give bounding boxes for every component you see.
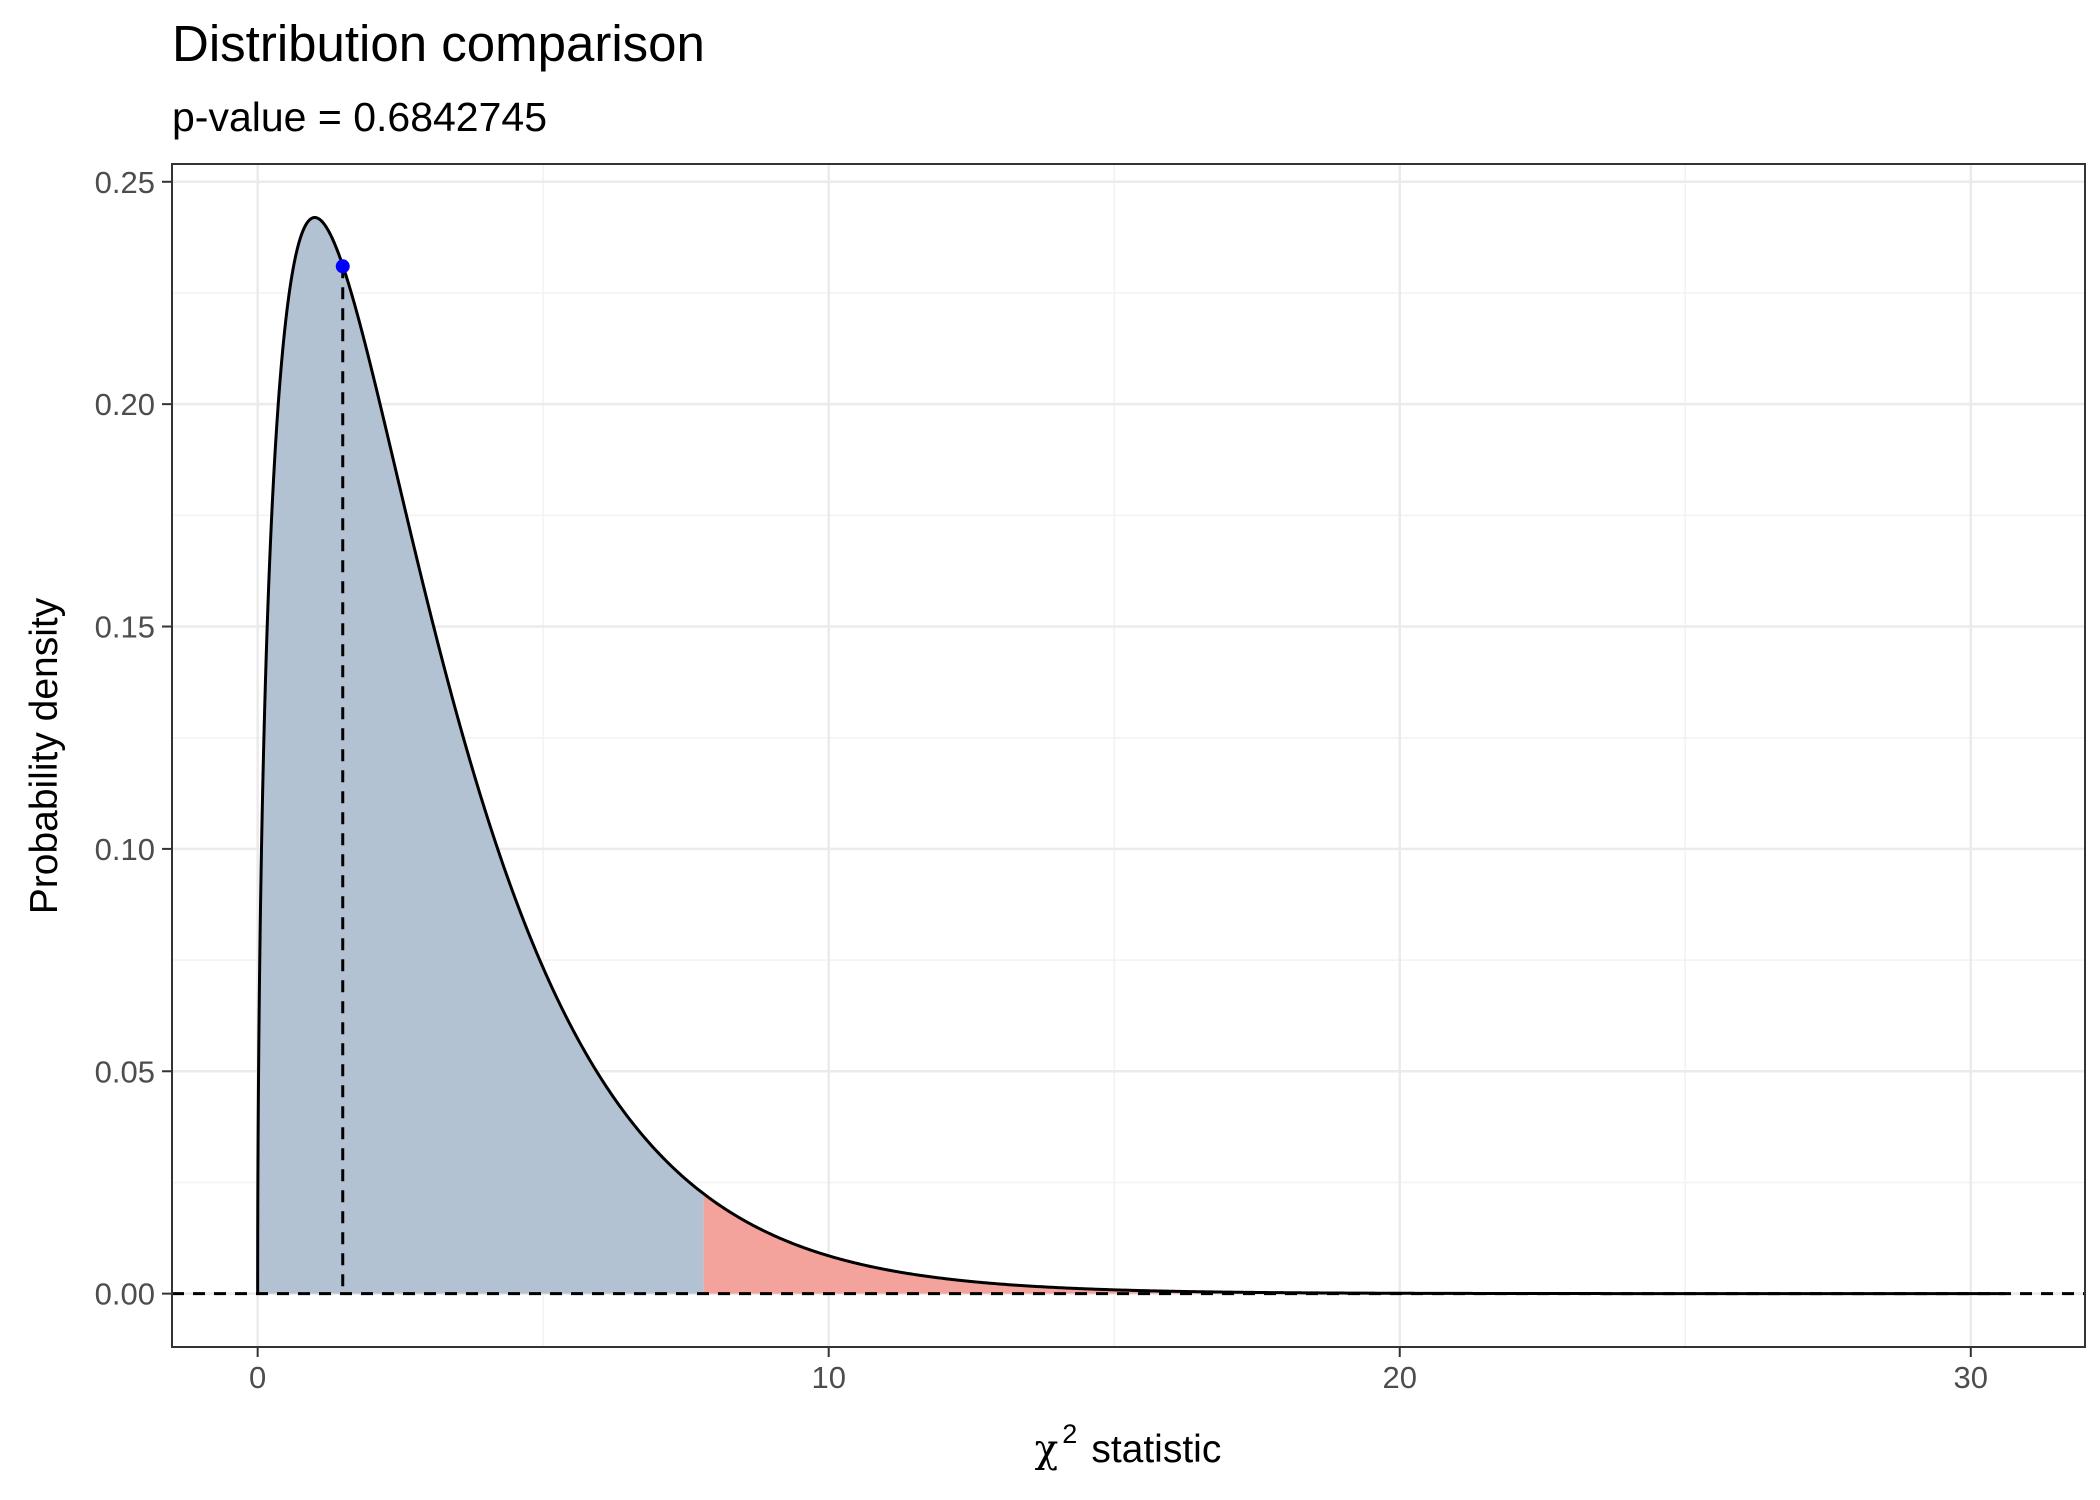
- density-curve: [256, 215, 2006, 1296]
- x-axis: 0 10 20 30: [249, 1347, 1988, 1395]
- x-axis-title: χ 2 statistic: [1035, 1419, 1222, 1472]
- x-tick-label: 10: [811, 1360, 845, 1395]
- grid-major: [172, 164, 2085, 1347]
- y-axis-title: Probability density: [23, 597, 66, 914]
- non-rejection-region: [257, 217, 704, 1294]
- rejection-region: [703, 1193, 2006, 1294]
- x-axis-symbol: χ: [1035, 1427, 1059, 1472]
- x-axis-text: statistic: [1091, 1428, 1221, 1471]
- chart-title: Distribution comparison: [172, 15, 705, 72]
- y-tick-label: 0.25: [95, 165, 155, 200]
- x-tick-label: 30: [1954, 1360, 1988, 1395]
- y-tick-label: 0.10: [95, 832, 155, 867]
- x-tick-label: 20: [1383, 1360, 1417, 1395]
- y-tick-label: 0.15: [95, 610, 155, 645]
- plot-panel-border: [171, 163, 2086, 1348]
- x-tick-label: 0: [249, 1360, 266, 1395]
- y-axis: 0.00 0.05 0.10 0.15 0.20 0.25: [95, 165, 172, 1312]
- observed-statistic-point: [335, 259, 350, 274]
- y-tick-label: 0.05: [95, 1054, 155, 1089]
- y-tick-label: 0.00: [95, 1277, 155, 1312]
- chart-subtitle: p-value = 0.6842745: [172, 94, 547, 140]
- y-tick-label: 0.20: [95, 387, 155, 422]
- x-axis-superscript: 2: [1062, 1419, 1077, 1449]
